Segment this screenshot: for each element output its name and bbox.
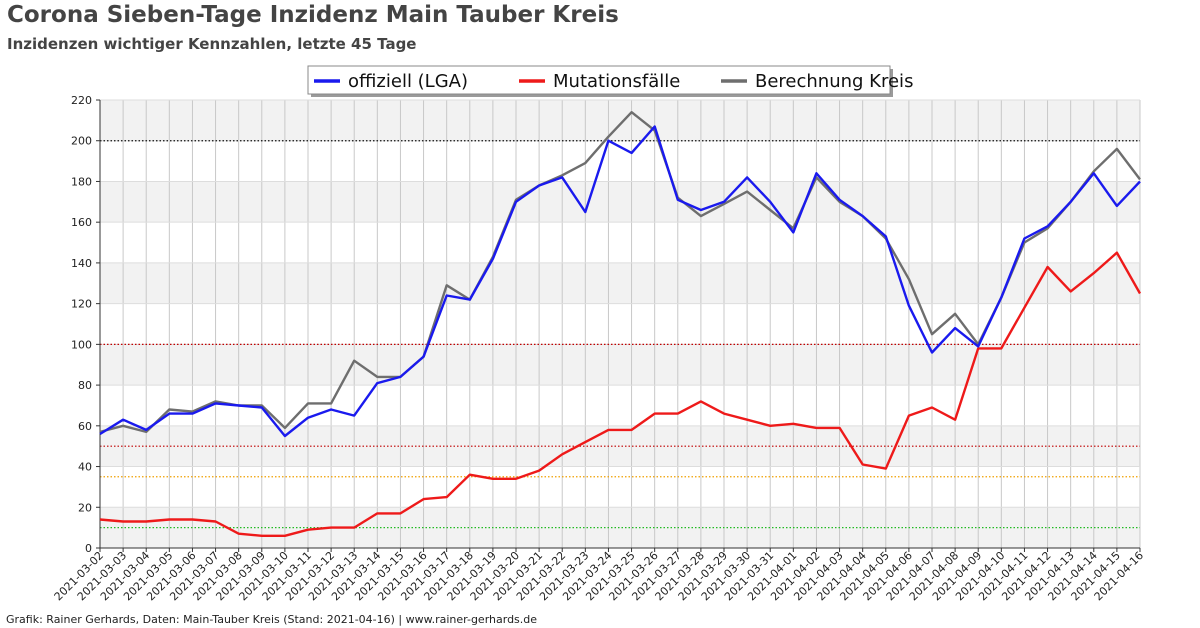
grid-band bbox=[100, 425, 1140, 467]
y-tick-label: 0 bbox=[85, 542, 92, 555]
series-line-0 bbox=[99, 125, 1141, 438]
grid-band bbox=[100, 262, 1140, 304]
grid-band bbox=[100, 344, 1140, 386]
y-tick-label: 120 bbox=[71, 298, 92, 311]
legend-label: Berechnung Kreis bbox=[755, 71, 913, 92]
y-tick-label: 100 bbox=[71, 338, 92, 351]
legend-label: Mutationsfälle bbox=[553, 71, 680, 92]
grid-band bbox=[100, 181, 1140, 223]
grid-band bbox=[100, 100, 1140, 141]
y-tick-label: 80 bbox=[78, 379, 92, 392]
page-subtitle: Inzidenzen wichtiger Kennzahlen, letzte … bbox=[7, 35, 417, 53]
y-tick-label: 180 bbox=[71, 175, 92, 188]
grid-band bbox=[100, 507, 1140, 548]
y-tick-label: 200 bbox=[71, 135, 92, 148]
page-title: Corona Sieben-Tage Inzidenz Main Tauber … bbox=[7, 2, 619, 28]
legend-label: offiziell (LGA) bbox=[348, 71, 468, 92]
y-tick-label: 220 bbox=[71, 94, 92, 107]
legend-box bbox=[307, 65, 891, 95]
y-tick-label: 140 bbox=[71, 257, 92, 270]
series-line-2 bbox=[99, 110, 1141, 434]
y-tick-label: 160 bbox=[71, 216, 92, 229]
series-line-1 bbox=[99, 251, 1142, 537]
y-tick-label: 60 bbox=[78, 420, 92, 433]
footer-credits: Grafik: Rainer Gerhards, Daten: Main-Tau… bbox=[6, 613, 538, 626]
y-tick-label: 20 bbox=[78, 501, 92, 514]
y-tick-label: 40 bbox=[78, 461, 92, 474]
